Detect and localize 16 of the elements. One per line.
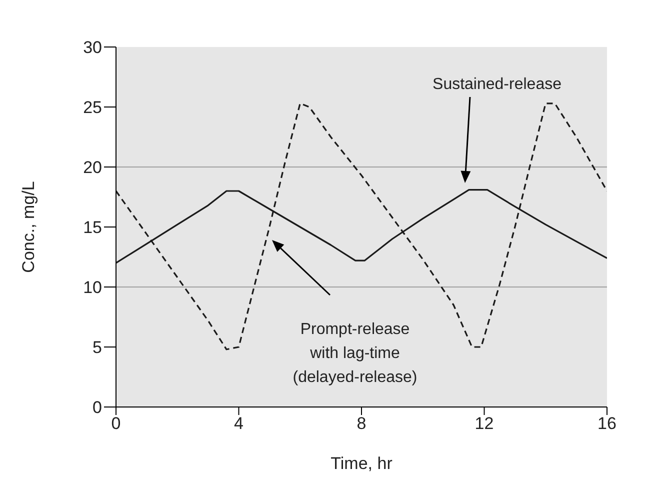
x-tick-label: 12 xyxy=(474,414,494,434)
annotation: Prompt-release with lag-time (delayed-release) xyxy=(292,321,418,386)
annotation: Sustained-release xyxy=(432,76,562,93)
y-tick-label: 15 xyxy=(83,218,102,238)
x-tick-label: 8 xyxy=(356,414,366,434)
x-tick-label: 4 xyxy=(234,414,244,434)
y-tick-label: 30 xyxy=(83,38,102,58)
y-axis-title: Conc., mg/L xyxy=(19,181,38,273)
y-tick-label: 20 xyxy=(83,158,102,178)
x-axis-title: Time, hr xyxy=(330,454,393,473)
y-tick-label: 5 xyxy=(92,338,102,358)
x-tick-label: 16 xyxy=(598,414,616,434)
y-tick-label: 25 xyxy=(83,98,102,118)
y-tick-label: 10 xyxy=(83,278,102,298)
x-tick-label: 0 xyxy=(111,414,121,434)
y-tick-label: 0 xyxy=(92,398,102,418)
